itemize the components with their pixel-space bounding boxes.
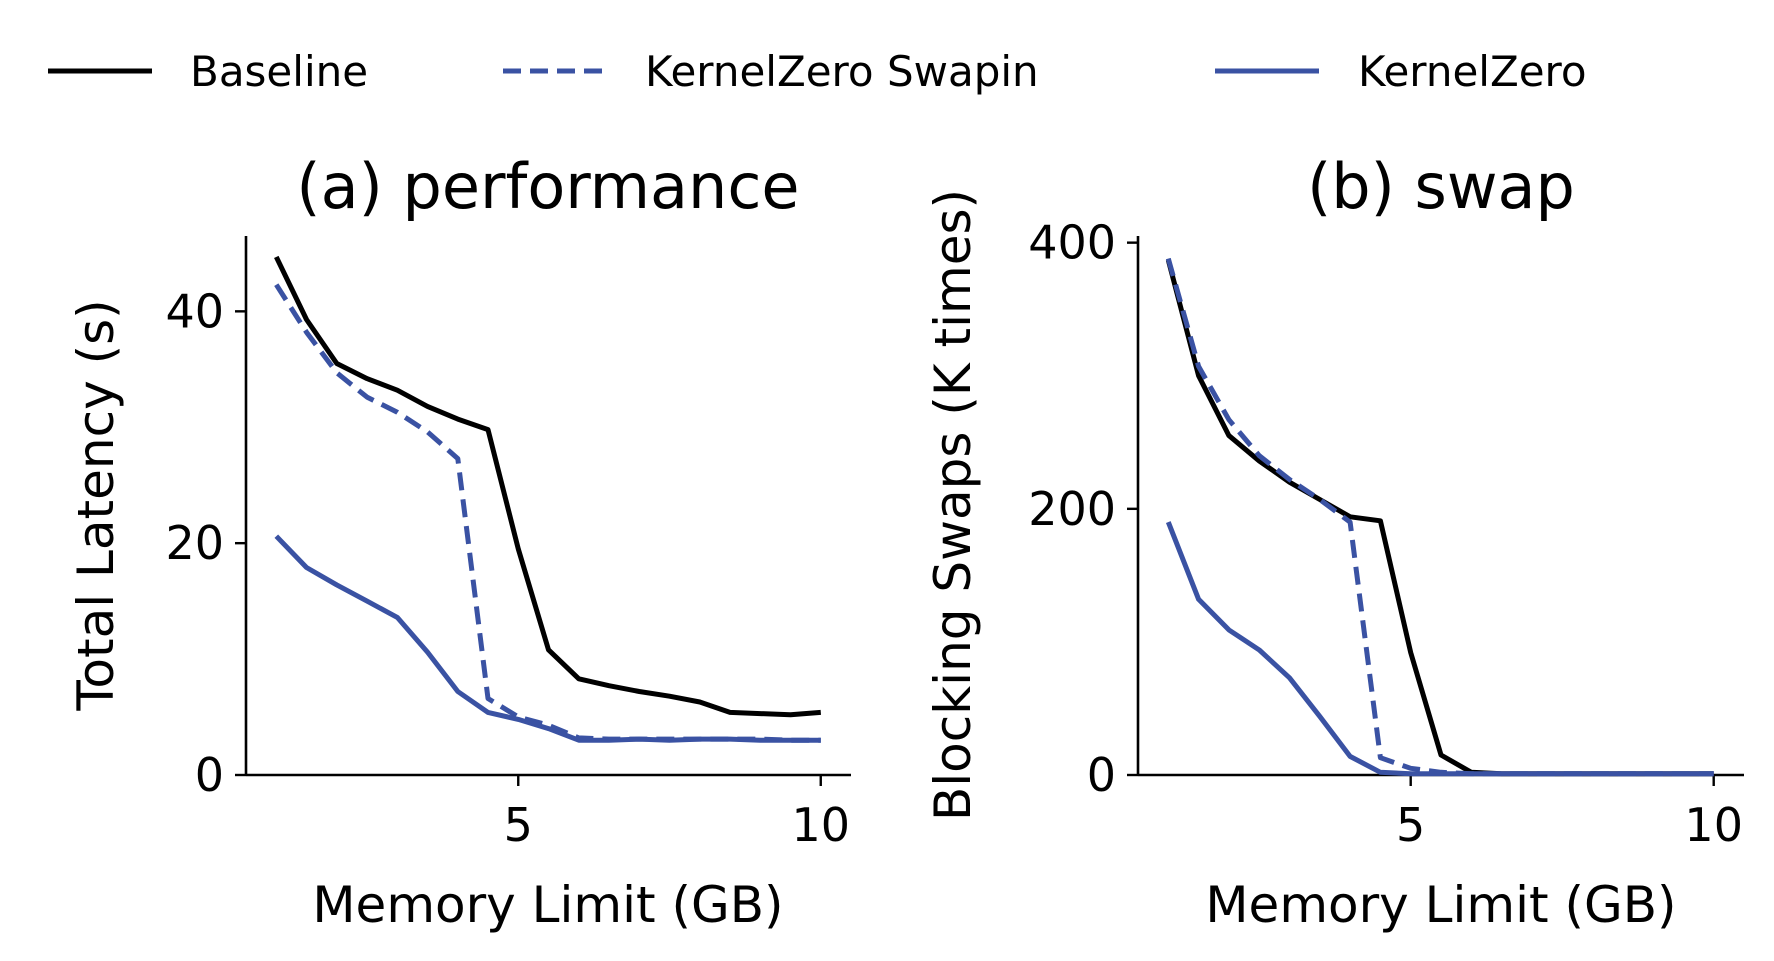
y-tick-label-400: 400 <box>1028 216 1116 270</box>
x-tick-label-5: 5 <box>1396 798 1425 852</box>
y-tick-label-0: 0 <box>1087 748 1116 802</box>
panel-swap: (b) swap 5 10 0 200 400 Memory Limit (GB) Bl… <box>924 150 1744 934</box>
y-tick-label-200: 200 <box>1028 482 1116 536</box>
legend: Baseline KernelZero Swapin KernelZero <box>48 47 1587 96</box>
legend-label-kernelzero-swapin: KernelZero Swapin <box>645 47 1039 96</box>
legend-label-kernelzero: KernelZero <box>1358 47 1587 96</box>
series-line-kernelzero-swapin-b-swap <box>1165 257 1714 777</box>
ticks-performance: 5 10 0 20 40 <box>165 284 850 852</box>
x-tick-label-10: 10 <box>1684 798 1743 852</box>
series-line-kernelzero-a-performance <box>274 534 821 743</box>
series-line-baseline-a-performance <box>274 255 821 718</box>
x-axis-label-swap: Memory Limit (GB) <box>1205 876 1676 934</box>
legend-item-baseline: Baseline <box>48 47 368 96</box>
legend-item-kernelzero-swapin: KernelZero Swapin <box>503 47 1039 96</box>
legend-label-baseline: Baseline <box>190 47 368 96</box>
series-line-baseline-b-swap <box>1165 259 1714 777</box>
y-axis-label-performance: Total Latency (s) <box>67 299 125 711</box>
series-line-kernelzero-b-swap <box>1165 521 1714 777</box>
x-axis-label-performance: Memory Limit (GB) <box>312 876 783 934</box>
series-performance <box>274 255 821 743</box>
y-tick-label-0: 0 <box>195 748 224 802</box>
x-tick-label-10: 10 <box>791 798 850 852</box>
chart-title-performance: (a) performance <box>296 150 799 223</box>
y-axis-label-swap: Blocking Swaps (K times) <box>924 189 982 821</box>
series-swap <box>1165 257 1714 777</box>
y-tick-label-20: 20 <box>165 516 224 570</box>
panel-performance: (a) performance 5 10 0 20 40 Memory Limit (G… <box>67 150 851 934</box>
chart-title-swap: (b) swap <box>1307 150 1575 223</box>
legend-item-kernelzero: KernelZero <box>1215 47 1587 96</box>
x-tick-label-5: 5 <box>504 798 533 852</box>
ticks-swap: 5 10 0 200 400 <box>1028 216 1743 852</box>
series-line-kernelzero-swapin-a-performance <box>274 283 821 743</box>
y-tick-label-40: 40 <box>165 284 224 338</box>
